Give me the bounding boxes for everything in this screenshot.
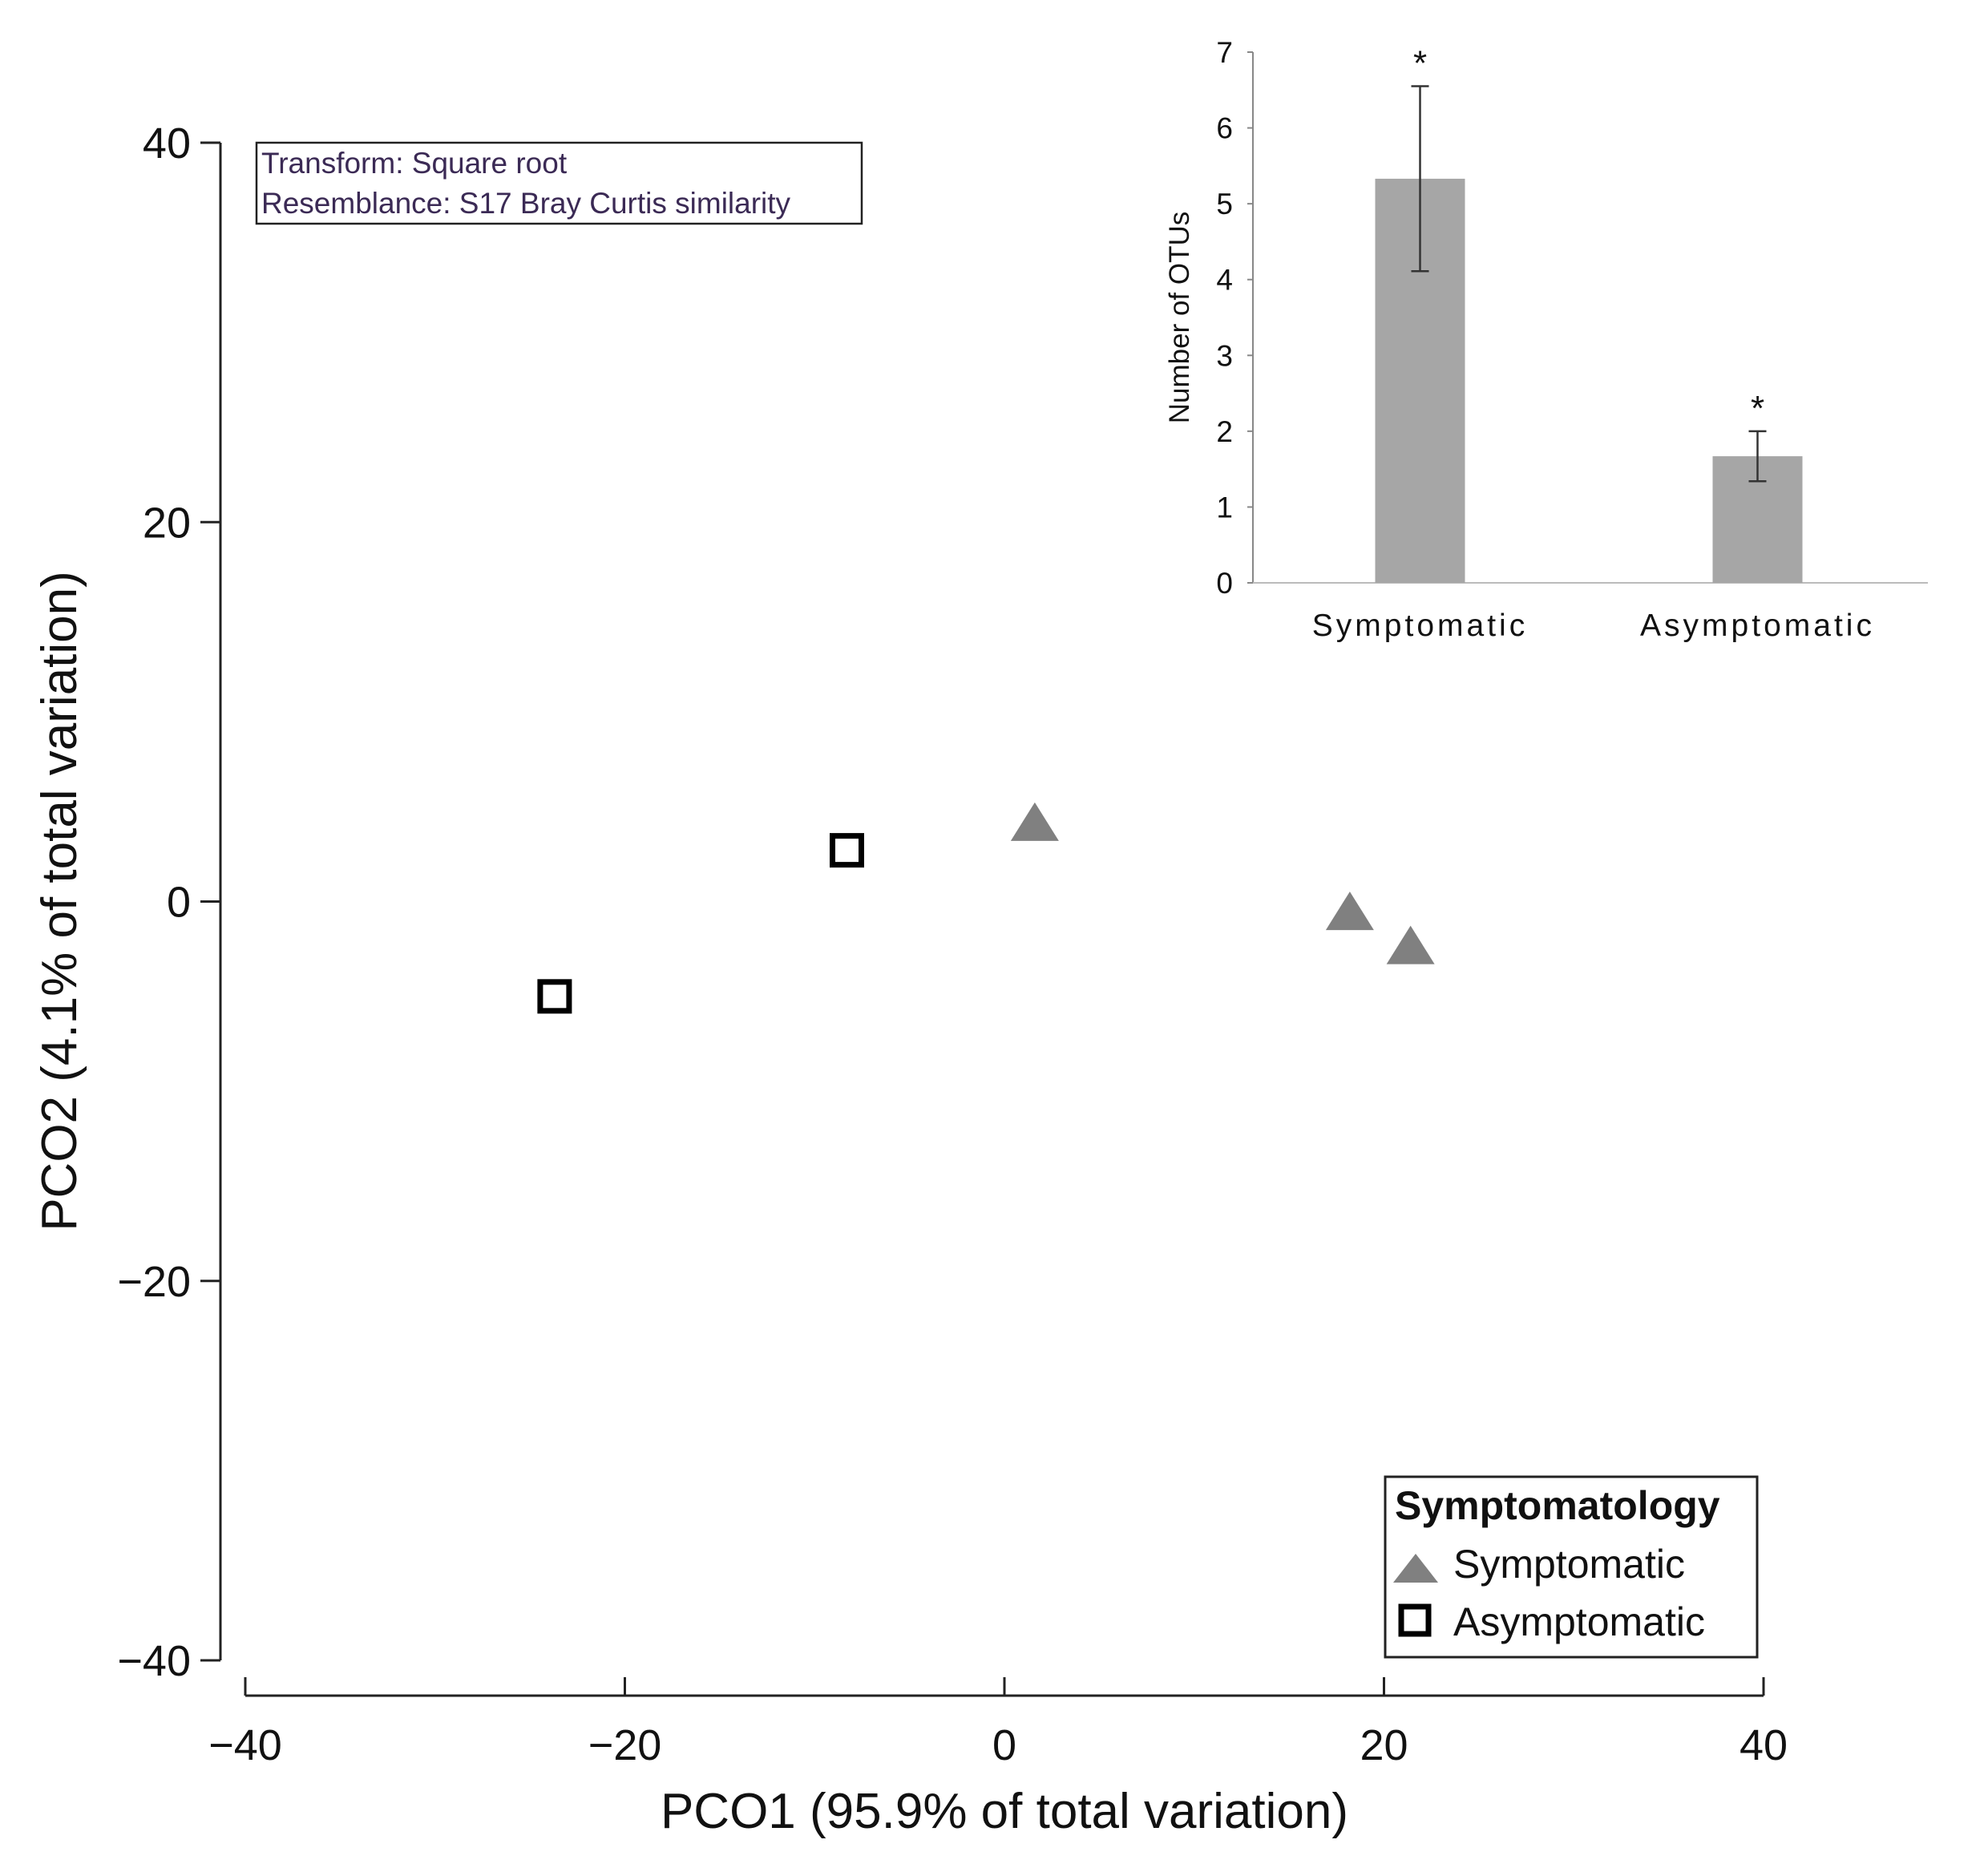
y-tick-label: 20 — [143, 499, 191, 547]
legend-open-square-icon — [1398, 1603, 1432, 1637]
asymptomatic-point — [537, 979, 572, 1014]
significance-star: * — [1413, 44, 1427, 83]
x-tick-label: 20 — [1360, 1721, 1408, 1769]
y-tick-label: 40 — [143, 119, 191, 168]
symptomatic-point — [1010, 802, 1059, 841]
y-tick-label: −20 — [117, 1258, 191, 1306]
transform-note-box: Transform: Square root Resemblance: S17 … — [255, 141, 863, 225]
x-tick-label: −40 — [208, 1721, 282, 1769]
inset-y-tick-label: 3 — [1216, 339, 1233, 372]
inset-y-tick-label: 0 — [1216, 567, 1233, 600]
x-tick-label: 40 — [1740, 1721, 1788, 1769]
x-axis-ticks: −40 −20 0 20 40 — [208, 1677, 1788, 1769]
legend-label-asymptomatic: Asymptomatic — [1453, 1599, 1705, 1644]
significance-star: * — [1751, 389, 1764, 428]
resemblance-note-line: Resemblance: S17 Bray Curtis similarity — [261, 187, 791, 220]
x-tick-label: 0 — [992, 1721, 1016, 1769]
inset-y-tick-label: 1 — [1216, 491, 1233, 524]
inset-y-tick-label: 7 — [1216, 36, 1233, 69]
inset-y-tick-label: 6 — [1216, 112, 1233, 145]
y-axis-ticks: −40 −20 0 20 40 — [117, 119, 220, 1685]
y-tick-label: 0 — [167, 879, 191, 927]
scatter-points — [537, 802, 1435, 1014]
x-tick-label: −20 — [588, 1721, 662, 1769]
inset-category-label: Asymptomatic — [1640, 609, 1875, 643]
inset-y-tick-label: 4 — [1216, 264, 1233, 297]
inset-y-axis-label: Number of OTUs — [1164, 212, 1195, 424]
y-tick-label: −40 — [117, 1637, 191, 1685]
transform-note-line: Transform: Square root — [261, 147, 568, 180]
y-axis-label: PCO2 (4.1% of total variation) — [32, 571, 87, 1231]
symptomatic-point — [1386, 925, 1435, 964]
inset-bars: * Symptomatic * Asymptomatic — [1312, 44, 1875, 643]
legend-label-symptomatic: Symptomatic — [1453, 1542, 1685, 1587]
legend: Symptomatology Symptomatic Asymptomatic — [1384, 1475, 1759, 1659]
inset-y-tick-label: 5 — [1216, 188, 1233, 220]
legend-triangle-icon — [1393, 1554, 1438, 1583]
asymptomatic-point — [829, 833, 864, 868]
legend-frame — [1384, 1475, 1759, 1659]
inset-y-axis-ticks: 0 1 2 3 4 5 6 7 — [1216, 36, 1253, 600]
legend-title: Symptomatology — [1395, 1483, 1720, 1528]
inset-category-label: Symptomatic — [1312, 609, 1528, 643]
inset-y-tick-label: 2 — [1216, 415, 1233, 448]
inset-bar-chart: 0 1 2 3 4 5 6 7 * Symptomatic * Asymptomatic Numbe… — [1164, 36, 1928, 643]
symptomatic-point — [1325, 892, 1374, 931]
x-axis-label: PCO1 (95.9% of total variation) — [661, 1784, 1348, 1839]
transform-note-frame — [255, 141, 863, 225]
